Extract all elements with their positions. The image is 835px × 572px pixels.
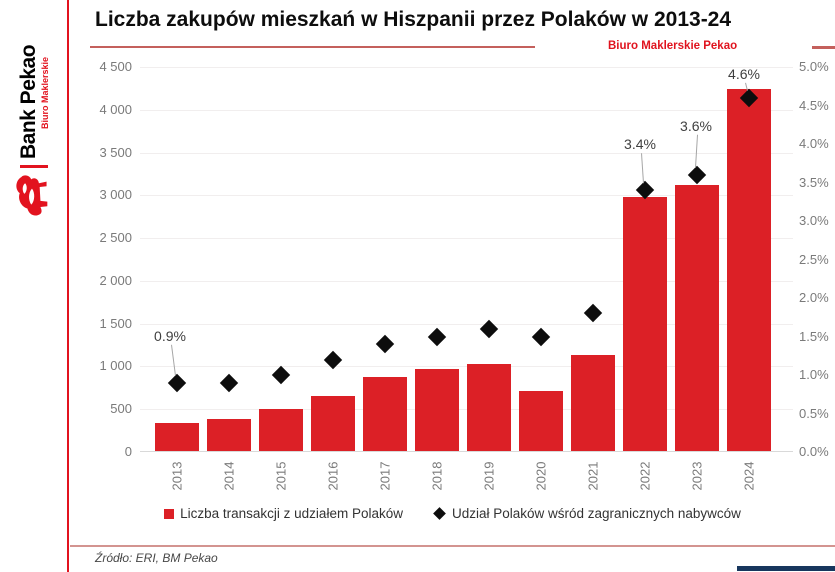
year-label-2020: 2020 bbox=[533, 461, 549, 491]
left-axis-tick: 500 bbox=[110, 401, 132, 417]
right-axis-tick: 1.5% bbox=[799, 328, 829, 344]
data-label-2013: 0.9% bbox=[154, 327, 186, 344]
right-axis-tick: 2.5% bbox=[799, 251, 829, 267]
leader-line-2022 bbox=[641, 153, 644, 184]
legend-label-share: Udział Polaków wśród zagranicznych nabyw… bbox=[451, 506, 741, 521]
left-axis-tick: 4 000 bbox=[99, 101, 132, 117]
bar-2016 bbox=[311, 395, 355, 451]
year-label-2015: 2015 bbox=[273, 461, 289, 491]
year-label-2021: 2021 bbox=[585, 461, 601, 491]
logo-bank-pekao-text: Bank Pekao bbox=[17, 44, 40, 159]
diamond-marker-2014 bbox=[219, 373, 239, 392]
legend-label-transactions: Liczba transakcji z udziałem Polaków bbox=[180, 506, 403, 521]
bar-2020 bbox=[519, 391, 563, 451]
bar-2017 bbox=[363, 376, 407, 451]
brand-vertical-rule bbox=[67, 0, 69, 572]
logo-divider bbox=[20, 165, 48, 168]
chart-legend: Liczba transakcji z udziałem Polaków Udz… bbox=[70, 506, 835, 521]
footer-rule bbox=[70, 545, 835, 547]
gridline bbox=[140, 323, 793, 325]
diamond-marker-2021 bbox=[583, 304, 603, 323]
gridline bbox=[140, 238, 793, 240]
gridline bbox=[140, 67, 793, 68]
year-label-2018: 2018 bbox=[429, 461, 445, 491]
year-label-2023: 2023 bbox=[689, 461, 705, 491]
diamond-marker-2019 bbox=[479, 319, 499, 338]
year-label-2013: 2013 bbox=[169, 461, 185, 491]
header-right-rule bbox=[812, 46, 835, 49]
x-axis-line bbox=[140, 451, 793, 452]
left-axis-tick: 0 bbox=[124, 444, 132, 459]
left-axis-tick: 4 500 bbox=[99, 59, 132, 74]
gridline bbox=[140, 280, 793, 282]
bank-pekao-logo: Bank Pekao Biuro Maklerskie bbox=[6, 10, 62, 220]
bottom-right-navy-rule bbox=[737, 566, 835, 571]
bar-2024 bbox=[727, 89, 771, 451]
year-label-2019: 2019 bbox=[481, 461, 497, 491]
diamond-marker-2017 bbox=[375, 334, 395, 354]
bar-2018 bbox=[415, 368, 459, 451]
right-axis-tick: 4.0% bbox=[799, 136, 829, 151]
left-axis-tick: 2 500 bbox=[99, 230, 132, 246]
bar-2022 bbox=[623, 197, 667, 451]
right-axis-tick: 2.0% bbox=[799, 290, 829, 305]
brand-strip: Bank Pekao Biuro Maklerskie bbox=[0, 0, 69, 572]
gridline bbox=[140, 409, 793, 411]
left-axis-tick: 1 000 bbox=[99, 358, 132, 374]
gridline bbox=[140, 109, 793, 111]
right-axis-tick: 3.5% bbox=[799, 174, 829, 190]
right-axis-tick: 5.0% bbox=[799, 59, 829, 74]
leader-line-2023 bbox=[695, 134, 698, 168]
data-label-2022: 3.4% bbox=[624, 136, 656, 153]
year-label-2016: 2016 bbox=[325, 461, 341, 491]
legend-square-marker-icon bbox=[164, 508, 175, 519]
gridline bbox=[140, 152, 793, 154]
right-axis-tick: 1.0% bbox=[799, 367, 829, 382]
right-axis-tick: 3.0% bbox=[799, 213, 829, 228]
watermark-biuro-maklerskie-pekao: Biuro Maklerskie Pekao bbox=[608, 40, 738, 52]
bar-2019 bbox=[467, 363, 511, 451]
chart-plot-area: 0.9% 3.4% 3.6% 4.6% bbox=[140, 65, 793, 452]
right-axis-tick: 0.5% bbox=[799, 405, 829, 421]
year-label-2024: 2024 bbox=[741, 461, 757, 491]
data-label-2023: 3.6% bbox=[680, 117, 712, 134]
leader-line-2013 bbox=[171, 344, 176, 376]
title-underline bbox=[90, 46, 535, 48]
right-axis-tick: 4.5% bbox=[799, 97, 829, 113]
bar-2014 bbox=[207, 418, 251, 451]
legend-item-share: Udział Polaków wśród zagranicznych nabyw… bbox=[433, 506, 741, 521]
bar-2021 bbox=[571, 355, 615, 451]
left-axis-tick: 3 000 bbox=[99, 187, 132, 203]
diamond-marker-2020 bbox=[531, 327, 551, 346]
source-note: Źródło: ERI, BM Pekao bbox=[95, 551, 218, 565]
left-axis-tick: 2 000 bbox=[99, 272, 132, 288]
year-label-2022: 2022 bbox=[637, 461, 653, 491]
diamond-marker-2023 bbox=[687, 165, 707, 184]
legend-diamond-marker-icon bbox=[433, 507, 446, 520]
left-axis-tick: 1 500 bbox=[99, 315, 132, 331]
page-title: Liczba zakupów mieszkań w Hiszpanii prze… bbox=[95, 8, 732, 31]
year-label-2017: 2017 bbox=[377, 461, 393, 491]
legend-item-transactions: Liczba transakcji z udziałem Polaków bbox=[164, 506, 403, 521]
year-label-2014: 2014 bbox=[221, 461, 237, 491]
logo-biuro-maklerskie-text: Biuro Maklerskie bbox=[40, 56, 50, 129]
bar-2013 bbox=[155, 422, 199, 451]
bar-2015 bbox=[259, 409, 303, 451]
gridline bbox=[140, 366, 793, 368]
diamond-marker-2018 bbox=[427, 327, 447, 346]
diamond-marker-2013 bbox=[167, 373, 187, 392]
pekao-bison-icon bbox=[12, 174, 57, 220]
left-axis-tick: 3 500 bbox=[99, 144, 132, 160]
data-label-2024: 4.6% bbox=[728, 65, 760, 82]
gridline bbox=[140, 195, 793, 197]
diamond-marker-2015 bbox=[271, 365, 291, 385]
right-axis-tick: 0.0% bbox=[799, 444, 829, 459]
bar-2023 bbox=[675, 185, 719, 451]
